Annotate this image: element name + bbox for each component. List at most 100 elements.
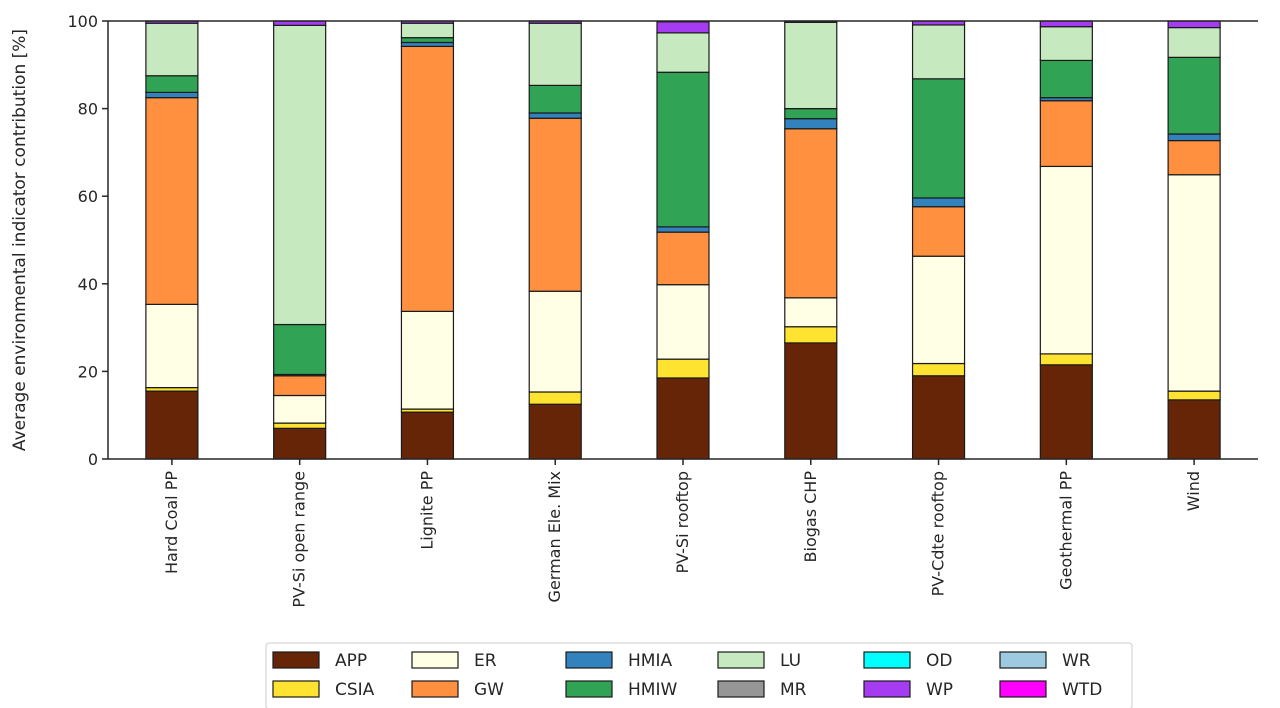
bar-segment-lu — [913, 25, 965, 79]
legend-swatch-hmia — [566, 652, 612, 668]
legend-label-wp: WP — [926, 680, 953, 700]
bar-segment-hmiw — [913, 79, 965, 198]
legend-label-od: OD — [926, 651, 952, 671]
bar-segment-hmia — [529, 113, 581, 118]
legend-label-gw: GW — [474, 680, 504, 700]
bar-segment-wp — [657, 22, 709, 33]
y-tick-label: 100 — [67, 12, 98, 31]
legend-label-csia: CSIA — [335, 680, 375, 700]
bar-segment-er — [274, 395, 326, 423]
bar-segment-wp — [1040, 21, 1092, 27]
bar-segment-app — [1168, 400, 1220, 459]
bar-segment-er — [657, 285, 709, 359]
bar-segment-hmia — [1168, 134, 1220, 141]
y-ticks: 0 20 40 60 80 100 — [67, 12, 108, 469]
bar-segment-gw — [1040, 101, 1092, 167]
bar-segment-gw — [146, 98, 198, 305]
bar-segment-gw — [657, 232, 709, 285]
bar-segment-hmia — [657, 227, 709, 232]
legend: APP CSIA ER GW HMIA HMIW LU MR OD WP WR WTD — [266, 643, 1132, 708]
legend-swatch-gw — [412, 681, 458, 697]
x-tick-label: German Ele. Mix — [545, 471, 564, 602]
bar-segment-er — [1040, 166, 1092, 353]
legend-label-app: APP — [335, 651, 367, 671]
bar-segment-er — [1168, 175, 1220, 391]
x-tick-label: Hard Coal PP — [162, 471, 181, 574]
legend-swatch-er — [412, 652, 458, 668]
legend-swatch-wr — [1000, 652, 1046, 668]
legend-label-wr: WR — [1062, 651, 1091, 671]
bar-segment-gw — [913, 207, 965, 256]
bar-segment-hmiw — [146, 76, 198, 93]
bar-segment-lu — [146, 23, 198, 76]
bar-segment-er — [913, 256, 965, 363]
y-tick-label: 0 — [88, 450, 98, 469]
x-tick-label: Geothermal PP — [1056, 471, 1075, 590]
bar-segment-hmia — [913, 198, 965, 207]
legend-swatch-wtd — [1000, 681, 1046, 697]
bar-segment-lu — [785, 22, 837, 108]
bar-segment-gw — [1168, 141, 1220, 175]
bar-segment-hmia — [785, 119, 837, 129]
legend-swatch-wp — [864, 681, 910, 697]
y-axis-label: Average environmental indicator contribu… — [10, 29, 30, 451]
bar-segment-app — [1040, 365, 1092, 459]
y-tick-label: 60 — [78, 187, 98, 206]
bar-segment-lu — [1168, 28, 1220, 58]
bar-segment-app — [913, 376, 965, 459]
bar-segment-lu — [657, 33, 709, 72]
legend-swatch-hmiw — [566, 681, 612, 697]
bar-segment-hmiw — [1168, 57, 1220, 134]
bar-segment-app — [785, 343, 837, 459]
bar-segment-lu — [1040, 27, 1092, 61]
y-tick-label: 20 — [78, 362, 98, 381]
legend-label-er: ER — [474, 651, 497, 671]
legend-label-hmiw: HMIW — [628, 680, 677, 700]
legend-label-hmia: HMIA — [628, 651, 672, 671]
legend-swatch-od — [864, 652, 910, 668]
legend-label-mr: MR — [780, 680, 807, 700]
bar-segment-lu — [529, 23, 581, 85]
legend-swatch-csia — [273, 681, 319, 697]
legend-swatch-mr — [718, 681, 764, 697]
bar-segment-er — [785, 298, 837, 327]
x-tick-label: PV-Cdte rooftop — [929, 471, 948, 596]
bar-segment-app — [146, 391, 198, 459]
y-tick-label: 80 — [78, 100, 98, 119]
bar-segment-csia — [657, 359, 709, 378]
bar-segment-gw — [785, 129, 837, 298]
bar-segment-hmia — [146, 92, 198, 97]
bar-segment-csia — [785, 327, 837, 343]
bar-segment-gw — [529, 118, 581, 291]
bar-segment-er — [529, 291, 581, 392]
bar-segment-er — [146, 304, 198, 387]
bar-segment-csia — [1040, 354, 1092, 365]
bar-segment-app — [529, 404, 581, 459]
bar-segment-app — [401, 412, 453, 459]
bar-segment-hmiw — [401, 38, 453, 43]
bar-stack-group — [146, 21, 1220, 459]
legend-label-wtd: WTD — [1062, 680, 1102, 700]
y-tick-label: 40 — [78, 275, 98, 294]
bar-segment-hmiw — [1040, 60, 1092, 97]
bar-segment-csia — [274, 423, 326, 428]
x-tick-label: Lignite PP — [417, 471, 436, 550]
bar-segment-csia — [913, 364, 965, 376]
x-tick-label: PV-Si open range — [290, 471, 309, 608]
legend-label-lu: LU — [780, 651, 801, 671]
bar-segment-csia — [1168, 391, 1220, 400]
x-tick-label: Wind — [1184, 471, 1203, 511]
bar-segment-app — [657, 378, 709, 459]
bar-segment-lu — [274, 25, 326, 324]
bar-segment-gw — [274, 376, 326, 396]
bar-segment-hmiw — [274, 325, 326, 375]
x-tick-label: PV-Si rooftop — [673, 471, 692, 574]
bar-segment-hmiw — [785, 109, 837, 119]
bar-segment-hmiw — [529, 85, 581, 113]
bar-segment-app — [274, 428, 326, 459]
bar-segment-lu — [401, 23, 453, 37]
x-tick-label: Biogas CHP — [801, 471, 820, 563]
legend-swatch-lu — [718, 652, 764, 668]
bar-segment-wp — [1168, 21, 1220, 28]
